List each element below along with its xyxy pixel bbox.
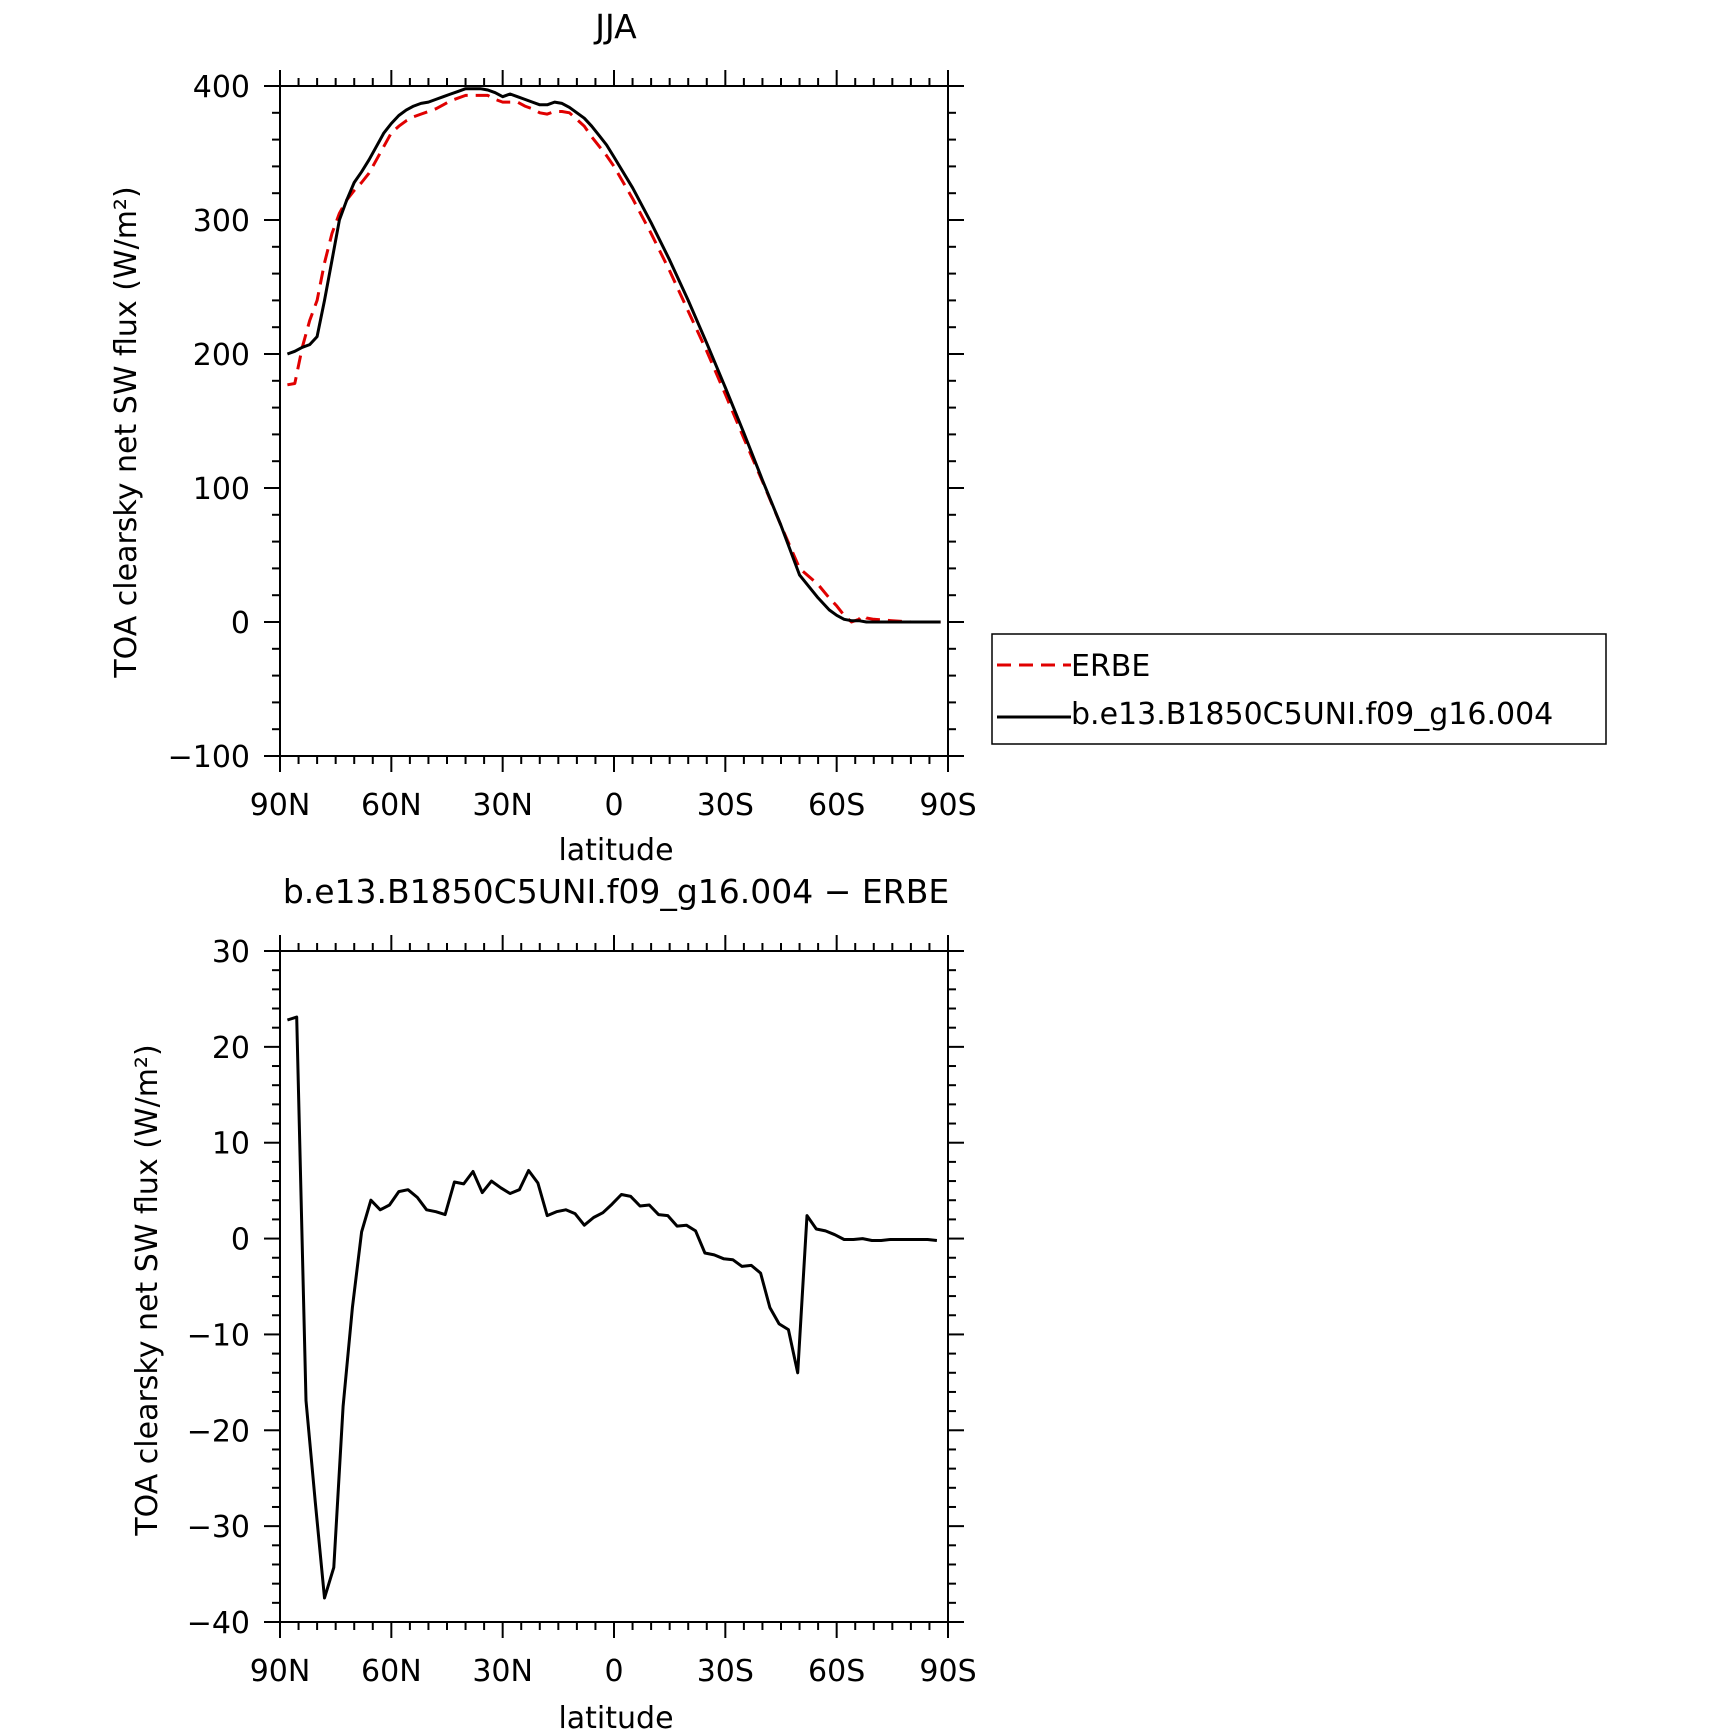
top-series-group [286,87,941,624]
bottom-x-tick-label: 30N [472,1654,533,1689]
top-y-tick-label: 200 [193,338,250,373]
bottom-y-tick-label: −20 [187,1414,250,1449]
bottom-x-tick-label: 30S [697,1654,754,1689]
bottom-series-line-0 [286,1015,938,1600]
bottom-y-tick-label: −30 [187,1510,250,1545]
top-y-tick-label: 300 [193,204,250,239]
bottom-x-tick-label: 90N [250,1654,311,1689]
legend-label-model: b.e13.B1850C5UNI.f09_g16.004 [1071,697,1553,732]
bottom-panel: b.e13.B1850C5UNI.f09_g16.004 − ERBE 90N 6… [130,872,977,1734]
bottom-y-tick-label: −40 [187,1606,250,1641]
bottom-x-axis-title: latitude [558,1701,673,1734]
bottom-y-tick-label: 30 [212,935,250,970]
top-panel: JJA 90N 60N 30N 0 30S 60S 90S 400 300 200 100 0 −100… [109,7,977,868]
top-x-tick-label: 30N [472,788,533,823]
legend: ERBE b.e13.B1850C5UNI.f09_g16.004 [991,633,1607,745]
bottom-chart-title: b.e13.B1850C5UNI.f09_g16.004 − ERBE [283,872,949,911]
bottom-plot-frame [279,950,949,1623]
top-plot-frame [279,85,949,757]
top-x-tick-label: 30S [697,788,754,823]
top-x-tick-label: 60S [808,788,865,823]
bottom-x-tick-label: 60S [808,1654,865,1689]
top-x-axis-title: latitude [558,833,673,868]
top-series-erbe [287,93,941,624]
top-x-tick-label: 90N [250,788,311,823]
top-x-tick-label: 90S [919,788,976,823]
top-x-tick-label: 0 [604,788,623,823]
top-y-tick-label: −100 [168,740,250,775]
top-axes: 90N 60N 30N 0 30S 60S 90S 400 300 200 100 0 −100 [168,70,977,823]
top-y-tick-label: 100 [193,472,250,507]
top-y-tick-label: 400 [193,70,250,105]
bottom-x-tick-label: 60N [361,1654,422,1689]
top-chart-title: JJA [593,7,637,46]
top-y-tick-label: 0 [231,606,250,641]
top-y-axis-title: TOA clearsky net SW flux (W/m²) [109,186,144,678]
top-series-b-e13-b1850c5uni-f09-g16-004 [286,87,941,624]
bottom-x-tick-label: 90S [919,1654,976,1689]
bottom-axes: 90N 60N 30N 0 30S 60S 90S 30 20 10 0 −10 −20 −30 −40 [187,935,977,1689]
bottom-y-tick-label: 0 [231,1223,250,1258]
legend-label-erbe: ERBE [1071,649,1150,684]
bottom-x-tick-label: 0 [604,1654,623,1689]
top-x-tick-label: 60N [361,788,422,823]
bottom-y-axis-title: TOA clearsky net SW flux (W/m²) [130,1044,165,1536]
bottom-y-tick-label: −10 [187,1318,250,1353]
bottom-y-tick-label: 10 [212,1127,250,1162]
legend-box [991,633,1607,745]
bottom-y-tick-label: 20 [212,1031,250,1066]
bottom-series-group [286,1015,938,1600]
